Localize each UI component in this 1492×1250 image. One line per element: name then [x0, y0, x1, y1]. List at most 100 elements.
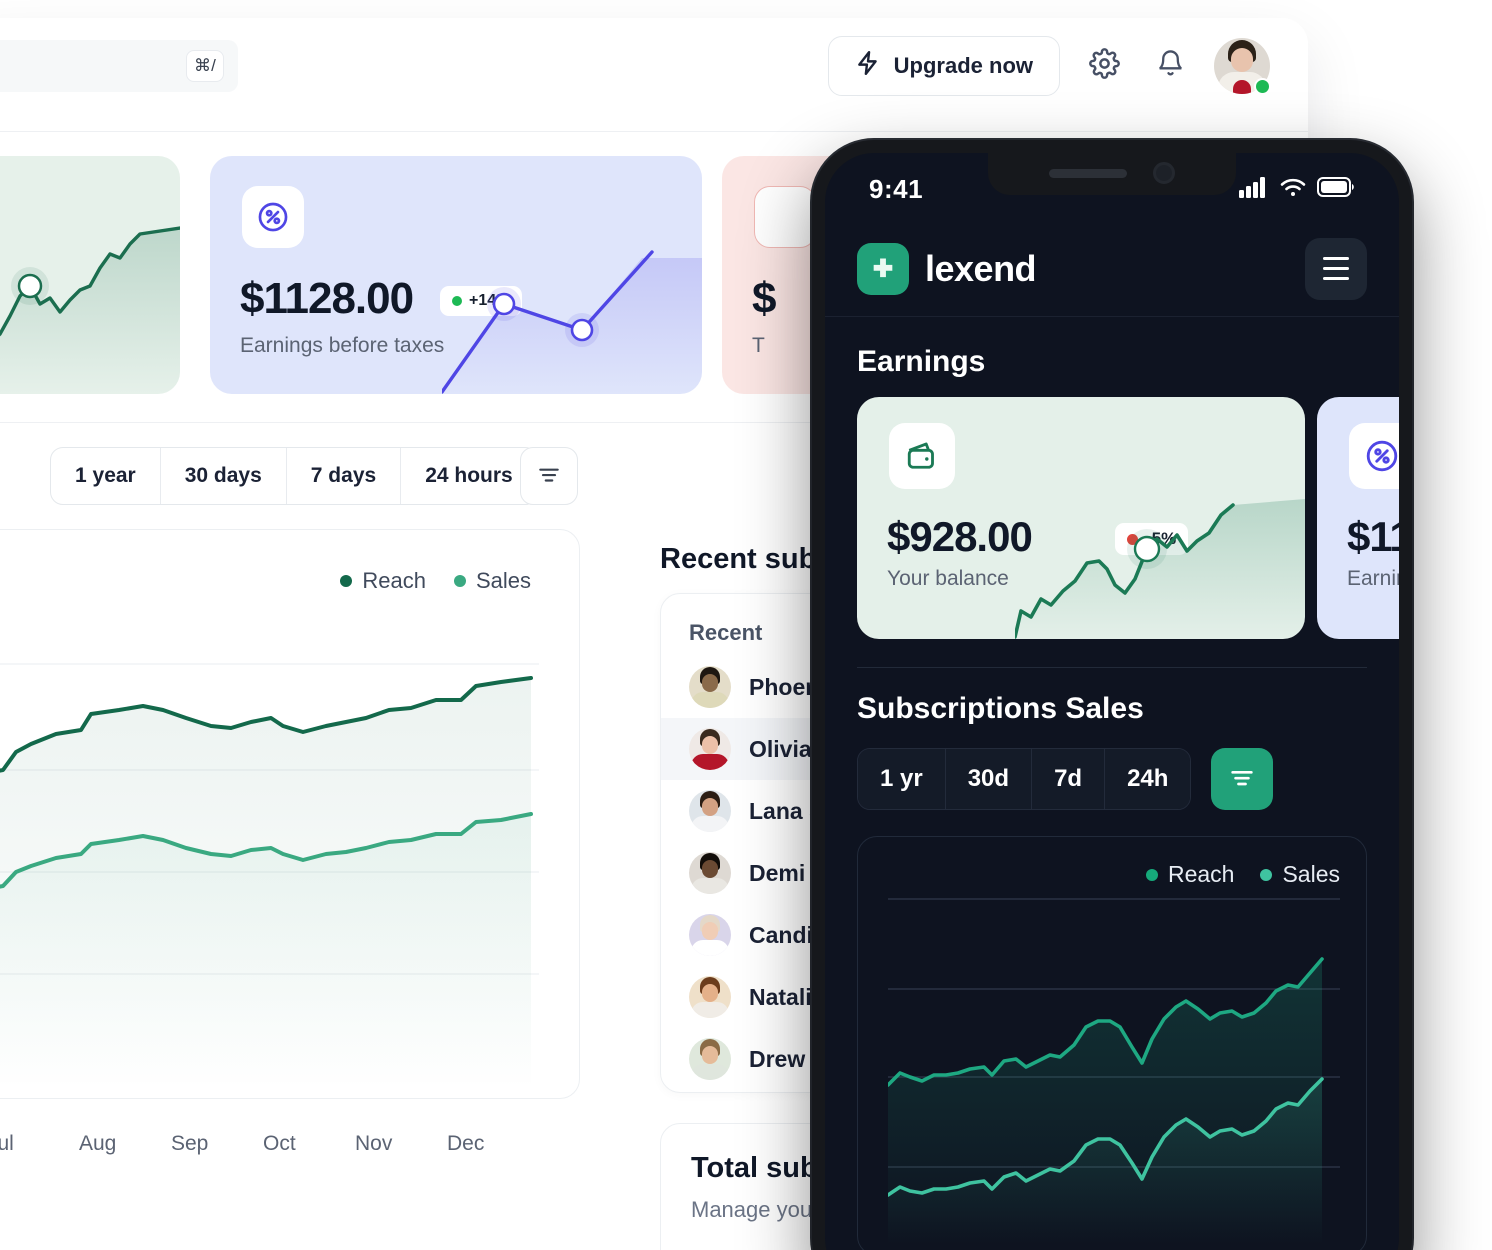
phone-filters-row: 1 yr 30d 7d 24h — [825, 726, 1399, 810]
sparkline-chart — [442, 250, 702, 394]
x-tick-jul: Jul — [0, 1132, 14, 1155]
subscriber-name: Lana S — [749, 797, 825, 824]
stat-amount: $928.00 — [887, 513, 1033, 560]
total-subscriptions-title: Total sub — [691, 1152, 818, 1184]
section-title-subscriptions-sales: Subscriptions Sales — [857, 692, 1144, 725]
notifications-button[interactable] — [1148, 44, 1192, 88]
phone-filter-button[interactable] — [1211, 748, 1274, 810]
keyboard-shortcut-badge: ⌘/ — [186, 50, 224, 82]
percent-icon — [1349, 423, 1399, 489]
chart-legend: Reach Sales — [340, 568, 531, 594]
brand-logo[interactable]: lexend — [857, 242, 1037, 295]
phone-stat-cards: $928.00 -5% Your balance — [825, 397, 1399, 639]
subscriptions-chart-panel: Reach Sales — [0, 529, 580, 1155]
phone-time-filter-7d[interactable]: 7d — [1032, 749, 1106, 809]
phone-content: Earnings $928.00 -5% Your balance — [825, 317, 1399, 1250]
phone-time-filter-30d[interactable]: 30d — [945, 749, 1033, 809]
time-filter-24-hours[interactable]: 24 hours — [425, 464, 513, 487]
phone-notch — [988, 153, 1236, 195]
time-filter-7-days[interactable]: 7 days — [287, 448, 402, 504]
phone-app-header: lexend — [825, 221, 1399, 317]
legend-dot-reach — [340, 575, 353, 587]
avatar — [689, 976, 731, 1018]
avatar — [689, 790, 731, 832]
settings-button[interactable] — [1082, 44, 1126, 88]
filter-button[interactable] — [520, 447, 578, 505]
wallet-icon — [889, 423, 955, 489]
hamburger-menu-icon[interactable] — [1305, 237, 1367, 300]
line-chart — [888, 898, 1340, 1245]
phone-subscriptions-chart-panel: Reach Sales — [857, 836, 1367, 1250]
mobile-device-mockup: 9:41 lexend E — [812, 140, 1412, 1250]
sparkline-chart — [0, 226, 180, 394]
brand-name: lexend — [925, 247, 1037, 289]
stat-label: Earnings before taxes — [240, 334, 445, 357]
wifi-icon — [1279, 176, 1307, 203]
sparkline-chart — [1015, 499, 1305, 639]
battery-icon — [1317, 176, 1355, 202]
section-divider — [857, 667, 1367, 668]
bell-icon — [1156, 49, 1185, 83]
section-title-earnings: Earnings — [857, 345, 986, 378]
area-chart — [0, 663, 539, 1092]
phone-stat-card-earnings[interactable]: $11 Earning — [1317, 397, 1412, 639]
cellular-icon — [1239, 176, 1269, 203]
stat-amount: $11 — [1347, 513, 1412, 560]
phone-time-range-filter-group: 1 yr 30d 7d 24h — [857, 748, 1192, 810]
legend-item-reach[interactable]: Reach — [1145, 861, 1234, 888]
avatar — [689, 1038, 731, 1080]
list-item[interactable]: Lana S — [661, 780, 1179, 842]
percent-icon — [242, 186, 304, 248]
phone-status-bar: 9:41 — [825, 167, 1399, 211]
avatar — [689, 914, 731, 956]
online-status-dot — [1254, 78, 1271, 95]
x-tick-sep: Sep — [171, 1132, 209, 1155]
filter-icon — [1228, 763, 1256, 796]
chart-legend: Reach Sales — [1145, 861, 1340, 888]
subscriber-name: Natali — [749, 983, 812, 1010]
stat-label: Earning — [1347, 567, 1408, 590]
legend-dot-sales — [1260, 868, 1273, 881]
stat-amount: $ — [752, 274, 777, 323]
phone-time-filter-1-yr[interactable]: 1 yr — [858, 749, 946, 809]
legend-item-sales[interactable]: Sales — [453, 568, 531, 594]
recent-column-header: Recent — [689, 620, 763, 645]
stat-label: T — [752, 334, 765, 357]
plus-icon — [857, 242, 909, 295]
upgrade-now-label: Upgrade now — [893, 53, 1033, 78]
time-filter-1-year[interactable]: 1 year — [51, 448, 161, 504]
avatar — [689, 666, 731, 708]
earpiece-speaker — [1049, 168, 1127, 178]
avatar — [689, 728, 731, 770]
gear-icon — [1088, 48, 1120, 84]
upgrade-now-button[interactable]: Upgrade now — [827, 36, 1060, 96]
x-tick-aug: Aug — [79, 1132, 117, 1155]
tax-icon — [754, 186, 816, 248]
legend-item-reach[interactable]: Reach — [340, 568, 426, 594]
list-item[interactable]: Natali — [661, 966, 1179, 1028]
total-subscriptions-subtitle: Manage you — [691, 1197, 813, 1222]
stat-amount: $1128.00 — [240, 274, 414, 323]
subscriber-name: Olivia — [749, 735, 812, 762]
user-avatar-button[interactable] — [1214, 38, 1271, 95]
time-range-filter-group: 1 year 30 days 7 days 24 hours — [50, 447, 538, 505]
phone-stat-card-your-balance[interactable]: $928.00 -5% Your balance — [857, 397, 1305, 639]
legend-dot-sales — [453, 575, 466, 587]
phone-time-filter-24h[interactable]: 24h — [1105, 749, 1191, 809]
stat-card-balance[interactable]: % — [0, 156, 180, 394]
stat-card-earnings-before-taxes[interactable]: $1128.00 +14% Earnings before taxes — [210, 156, 702, 394]
status-time: 9:41 — [869, 173, 924, 204]
chart-x-axis: Jul Aug Sep Oct Nov Dec — [0, 1132, 579, 1156]
topbar-actions: Upgrade now — [827, 36, 1271, 96]
x-tick-nov: Nov — [355, 1132, 393, 1155]
time-filter-30-days[interactable]: 30 days — [161, 448, 287, 504]
filter-icon — [536, 461, 562, 492]
status-icons — [1239, 176, 1355, 203]
front-camera-icon — [1153, 162, 1175, 184]
x-tick-dec: Dec — [447, 1132, 485, 1155]
search-input[interactable]: ⌘/ — [0, 40, 238, 92]
legend-item-sales[interactable]: Sales — [1260, 861, 1340, 888]
desktop-topbar: ⌘/ Upgrade now — [0, 18, 1308, 132]
bolt-icon — [855, 48, 881, 84]
